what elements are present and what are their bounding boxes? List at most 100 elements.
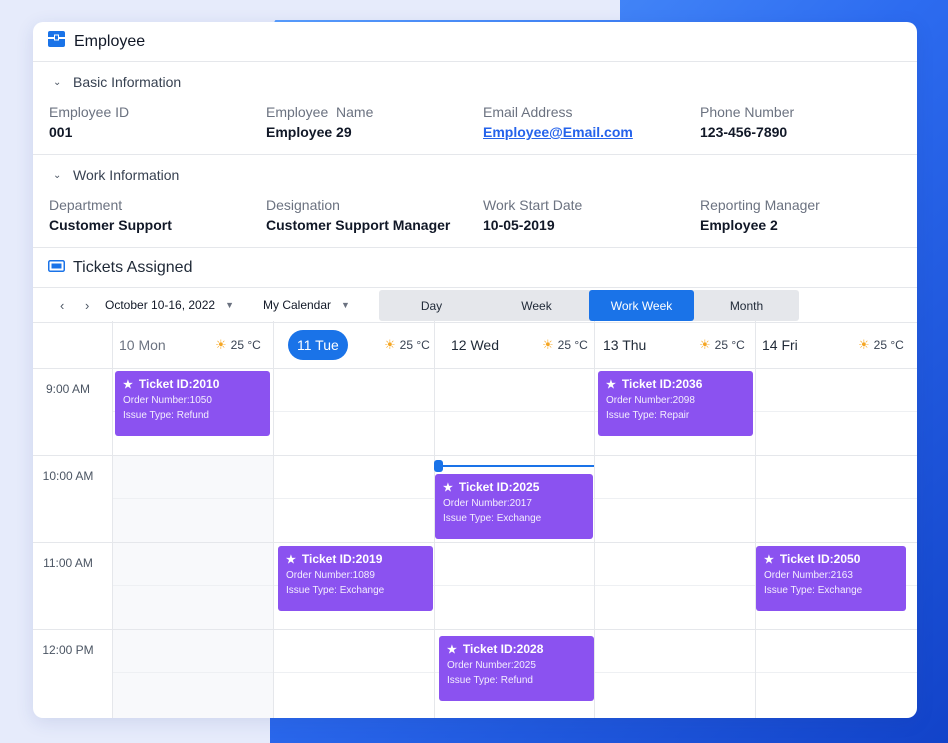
calendar-grid: 10 Mon ☀ 25 °C 11 Tue ☀ 25 °C 12 Wed ☀ 25 °…	[33, 321, 917, 718]
field-value: Employee 29	[266, 124, 352, 140]
day-header-fri[interactable]: 14 Fri	[762, 321, 798, 369]
field-label: Employee ID	[49, 104, 130, 120]
card-header: Employee	[33, 22, 917, 62]
field-value: Customer Support	[49, 217, 172, 233]
time-label: 11:00 AM	[43, 556, 93, 570]
star-icon: ★	[606, 378, 616, 391]
work-info-title: Work Information	[73, 167, 180, 183]
basic-info-title: Basic Information	[73, 74, 182, 90]
view-work-week-button[interactable]: Work Week	[589, 290, 694, 321]
employee-card: Employee ⌄ Basic Information Employee ID…	[33, 22, 917, 718]
event-issue: Issue Type: Refund	[123, 410, 209, 421]
calendar-label: My Calendar	[263, 298, 332, 312]
event-order: Order Number:2017	[443, 498, 532, 509]
time-label: 12:00 PM	[42, 643, 94, 657]
weather-fri: ☀ 25 °C	[858, 321, 904, 369]
time-label: 9:00 AM	[45, 382, 91, 396]
field-label: Designation	[266, 197, 340, 213]
weather-thu: ☀ 25 °C	[699, 321, 745, 369]
field-email: Email Address Employee@Email.com	[483, 102, 700, 154]
star-icon: ★	[443, 481, 453, 494]
sun-icon: ☀	[542, 337, 554, 352]
grid-line	[33, 455, 917, 456]
weather-wed: ☀ 25 °C	[542, 321, 588, 369]
day-label: 11 Tue	[288, 330, 348, 360]
field-employee-name: Employee Name Employee 29	[266, 102, 483, 154]
day-header-wed[interactable]: 12 Wed	[451, 321, 499, 369]
work-info-toggle[interactable]: ⌄ Work Information	[33, 155, 917, 195]
chevron-down-icon: ⌄	[53, 169, 62, 181]
field-department: Department Customer Support	[49, 195, 266, 247]
field-work-start: Work Start Date 10-05-2019	[483, 195, 700, 247]
divider	[33, 154, 917, 155]
star-icon: ★	[123, 378, 133, 391]
field-label: Department	[49, 197, 123, 213]
day-label: 10 Mon	[119, 337, 166, 353]
view-day-button[interactable]: Day	[420, 298, 443, 313]
weather-label: 25 °C	[399, 338, 430, 352]
grid-line	[112, 411, 917, 412]
event-title: Ticket ID:2025	[458, 480, 540, 494]
field-label: Work Start Date	[483, 197, 583, 213]
view-switcher: Day Week Work Week Month	[379, 290, 799, 321]
chevron-left-icon[interactable]: ‹	[60, 297, 65, 313]
ticket-event[interactable]: ★ Ticket ID:2025 Order Number:2017 Issue …	[435, 474, 593, 539]
day-header-thu[interactable]: 13 Thu	[603, 321, 646, 369]
star-icon: ★	[447, 643, 457, 656]
event-issue: Issue Type: Repair	[606, 410, 690, 421]
time-label: 10:00 AM	[42, 469, 94, 483]
ticket-icon	[48, 259, 65, 277]
event-title: Ticket ID:2028	[462, 642, 544, 656]
field-designation: Designation Customer Support Manager	[266, 195, 483, 247]
basic-info-toggle[interactable]: ⌄ Basic Information	[33, 62, 917, 102]
day-header-mon[interactable]: 10 Mon	[119, 321, 166, 369]
star-icon: ★	[764, 553, 774, 566]
event-order: Order Number:2163	[764, 570, 853, 581]
grid-line	[33, 368, 917, 369]
divider	[33, 247, 917, 248]
grid-line	[112, 585, 917, 586]
weather-tue: ☀ 25 °C	[384, 321, 430, 369]
event-order: Order Number:1089	[286, 570, 375, 581]
caret-down-icon: ▼	[341, 300, 350, 310]
grid-line	[33, 629, 917, 630]
day-label: 14 Fri	[762, 337, 798, 353]
field-reporting-manager: Reporting Manager Employee 2	[700, 195, 917, 247]
view-week-button[interactable]: Week	[521, 298, 552, 313]
ticket-event[interactable]: ★ Ticket ID:2036 Order Number:2098 Issue …	[598, 371, 753, 436]
ticket-event[interactable]: ★ Ticket ID:2050 Order Number:2163 Issue …	[756, 546, 906, 611]
view-month-button[interactable]: Month	[729, 298, 764, 313]
email-link[interactable]: Employee@Email.com	[483, 124, 633, 140]
event-title: Ticket ID:2050	[779, 552, 861, 566]
weather-label: 25 °C	[873, 338, 904, 352]
sun-icon: ☀	[215, 337, 227, 352]
tickets-title: Tickets Assigned	[73, 258, 193, 276]
calendar-select[interactable]: My Calendar ▼	[263, 288, 350, 322]
monday-shade	[113, 455, 273, 718]
tickets-header: Tickets Assigned	[33, 248, 917, 288]
grid-line	[112, 321, 113, 718]
weather-label: 25 °C	[557, 338, 588, 352]
page-title: Employee	[74, 32, 146, 50]
current-time-marker	[434, 460, 443, 472]
field-value: Customer Support Manager	[266, 217, 451, 233]
sun-icon: ☀	[858, 337, 870, 352]
field-label: Reporting Manager	[700, 197, 820, 213]
field-value: Employee 2	[700, 217, 778, 233]
field-phone: Phone Number 123-456-7890	[700, 102, 917, 154]
field-value: 123-456-7890	[700, 124, 788, 140]
ticket-event[interactable]: ★ Ticket ID:2019 Order Number:1089 Issue …	[278, 546, 433, 611]
field-value: 001	[49, 124, 73, 140]
sun-icon: ☀	[384, 337, 396, 352]
ticket-event[interactable]: ★ Ticket ID:2028 Order Number:2025 Issue …	[439, 636, 594, 701]
ticket-event[interactable]: ★ Ticket ID:2010 Order Number:1050 Issue …	[115, 371, 270, 436]
chevron-down-icon: ⌄	[53, 76, 62, 88]
event-order: Order Number:2025	[447, 660, 536, 671]
date-range-label: October 10-16, 2022	[105, 298, 216, 312]
basic-info-fields: Employee ID 001 Employee Name Employee 2…	[33, 102, 917, 154]
day-header-tue[interactable]: 11 Tue	[288, 321, 348, 369]
chevron-right-icon[interactable]: ›	[85, 297, 90, 313]
date-range-picker[interactable]: October 10-16, 2022 ▼	[105, 288, 234, 322]
event-title: Ticket ID:2019	[301, 552, 383, 566]
event-order: Order Number:1050	[123, 395, 212, 406]
